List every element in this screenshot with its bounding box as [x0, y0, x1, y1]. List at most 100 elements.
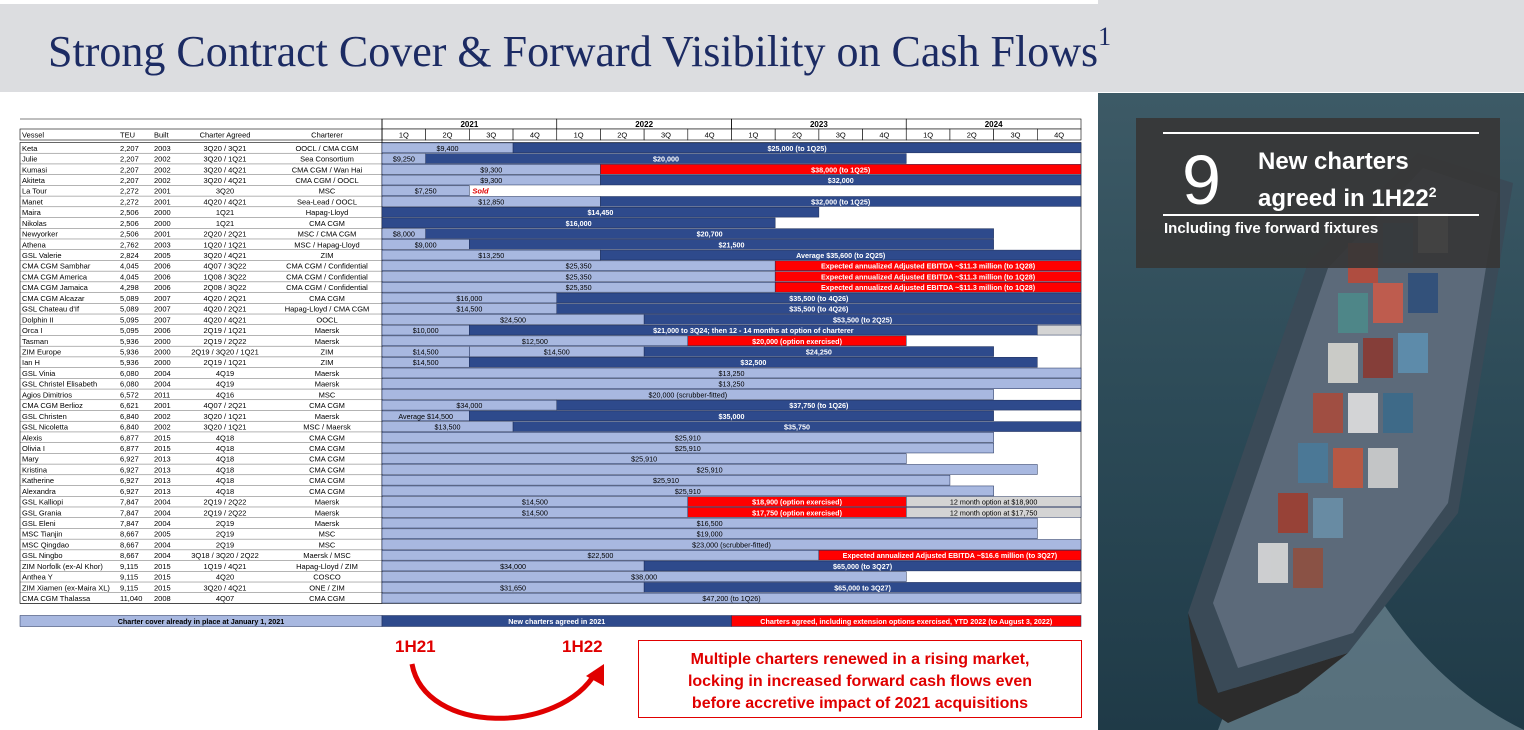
charter-agreed: 2Q19 / 2Q22 — [204, 498, 247, 507]
vessel-teu: 6,877 — [120, 444, 139, 453]
charter-agreed: 2Q20 / 2Q21 — [204, 230, 247, 239]
legend-label: Charters agreed, including extension opt… — [760, 617, 1053, 626]
vessel-name: Keta — [22, 144, 38, 153]
charter-agreed: 1Q19 / 4Q21 — [204, 562, 247, 571]
callout-footnote-marker: 2 — [1428, 184, 1437, 200]
vessel-name: Alexis — [22, 433, 42, 442]
charterer: ZIM — [321, 358, 334, 367]
charter-rate-label: $22,500 — [587, 551, 613, 560]
charterer: MSC — [319, 540, 336, 549]
vessel-name: GSL Christel Elisabeth — [22, 380, 97, 389]
vessel-built: 2003 — [154, 240, 171, 249]
charter-agreed: 4Q18 — [216, 487, 234, 496]
charter-bar — [381, 442, 994, 454]
charter-rate-label: $7,250 — [415, 187, 437, 196]
charter-rate-label: $9,000 — [415, 240, 437, 249]
vessel-name: Maira — [22, 208, 42, 217]
charter-rate-label: $37,750 (to 1Q26) — [789, 401, 849, 410]
charterer: Maersk — [315, 519, 340, 528]
vessel-built: 2000 — [154, 348, 171, 357]
charterer: MSC — [319, 530, 336, 539]
charter-bar — [556, 399, 1082, 411]
vessel-built: 2013 — [154, 476, 171, 485]
vessel-teu: 6,927 — [120, 455, 139, 464]
charter-bar — [381, 185, 470, 196]
charterer: CMA CGM — [309, 433, 345, 442]
title-footnote-marker: 1 — [1098, 22, 1112, 51]
charter-agreed: 1Q20 / 1Q21 — [204, 240, 247, 249]
charter-rate-label: $35,500 (to 4Q26) — [789, 305, 849, 314]
renewal-arrowhead — [586, 664, 604, 686]
charter-bar — [469, 357, 1038, 368]
vessel-teu: 6,621 — [120, 401, 139, 410]
vessel-name: GSL Eleni — [22, 519, 56, 528]
vessel-name: CMA CGM Sambhar — [22, 262, 91, 271]
charter-rate-label: $16,000 — [456, 294, 482, 303]
charter-rate-label: $9,250 — [393, 155, 415, 164]
charter-agreed: 2Q19 / 1Q21 — [204, 358, 247, 367]
vessel-teu: 6,927 — [120, 487, 139, 496]
charter-bar — [381, 474, 951, 486]
charter-rate-label: $38,000 — [631, 573, 657, 582]
vessel-built: 2011 — [154, 390, 170, 399]
charter-bar — [600, 249, 1082, 261]
charter-rate-label: $25,910 — [697, 465, 723, 474]
takeaway-box: Multiple charters renewed in a rising ma… — [638, 640, 1082, 718]
charter-rate-label: $19,000 — [697, 530, 723, 539]
charterer: Hapag-Lloyd / ZIM — [296, 562, 358, 571]
charterer: CMA CGM — [309, 455, 345, 464]
charter-agreed: 4Q19 — [216, 369, 234, 378]
charter-agreed: 4Q18 — [216, 444, 234, 453]
charter-bar — [556, 303, 1082, 314]
vessel-built: 2007 — [154, 294, 171, 303]
charter-bar — [643, 314, 1082, 325]
charter-rate-label: $35,750 — [784, 423, 810, 432]
vessel-teu: 4,298 — [120, 283, 139, 292]
charter-rate-label: $21,500 — [719, 240, 745, 249]
sold-note: Sold — [472, 187, 489, 196]
vessel-built: 2006 — [154, 272, 171, 281]
charterer: CMA CGM — [309, 444, 345, 453]
vessel-built: 2001 — [154, 401, 171, 410]
vessel-teu: 4,045 — [120, 272, 139, 281]
callout-bottom-rule — [1163, 214, 1479, 216]
vessel-name: GSL Chateau d'If — [22, 305, 80, 314]
charter-rate-label: 12 month option at $18,900 — [950, 498, 1038, 507]
vessel-teu: 2,272 — [120, 197, 139, 206]
vessel-built: 2013 — [154, 487, 171, 496]
legend-label: Charter cover already in place at Januar… — [118, 617, 285, 626]
vessel-name: GSL Vinia — [22, 369, 56, 378]
charter-agreed: 4Q18 — [216, 455, 234, 464]
quarter-label: 4Q — [530, 131, 540, 140]
charterer: CMA CGM — [309, 219, 345, 228]
charter-rate-label: $20,700 — [697, 230, 723, 239]
vessel-name: Katherine — [22, 476, 54, 485]
charter-rate-label: $14,500 — [522, 498, 548, 507]
vessel-teu: 5,936 — [120, 358, 139, 367]
callout-headline-line2-text: agreed in 1H22 — [1258, 185, 1429, 212]
vessel-name: CMA CGM Berlioz — [22, 401, 83, 410]
vessel-teu: 8,667 — [120, 540, 139, 549]
charterer: CMA CGM — [309, 294, 345, 303]
charterer: Sea-Lead / OOCL — [297, 197, 357, 206]
charter-bar — [381, 217, 776, 229]
vessel-built: 2006 — [154, 283, 171, 292]
vessel-name: La Tour — [22, 187, 47, 196]
vessel-teu: 4,045 — [120, 262, 139, 271]
charterer: MSC — [319, 390, 336, 399]
callout-headline-line2: agreed in 1H222 — [1258, 177, 1437, 214]
charter-agreed: 4Q07 / 2Q21 — [204, 401, 247, 410]
charter-bar — [381, 464, 1038, 475]
takeaway-line1: Multiple charters renewed in a rising ma… — [690, 651, 1030, 668]
charter-rate-label: $13,250 — [719, 380, 745, 389]
vessel-name: MSC Tianjin — [22, 530, 62, 539]
vessel-built: 2004 — [154, 551, 171, 560]
vessel-teu: 5,095 — [120, 326, 139, 335]
vessel-built: 2004 — [154, 508, 171, 517]
vessel-built: 2004 — [154, 380, 171, 389]
vessel-name: ZIM Europe — [22, 348, 61, 357]
vessel-name: CMA CGM America — [22, 272, 88, 281]
charterer: Maersk — [315, 412, 340, 421]
charter-agreed: 1Q21 — [216, 208, 234, 217]
charter-rate-label: $9,300 — [480, 165, 502, 174]
